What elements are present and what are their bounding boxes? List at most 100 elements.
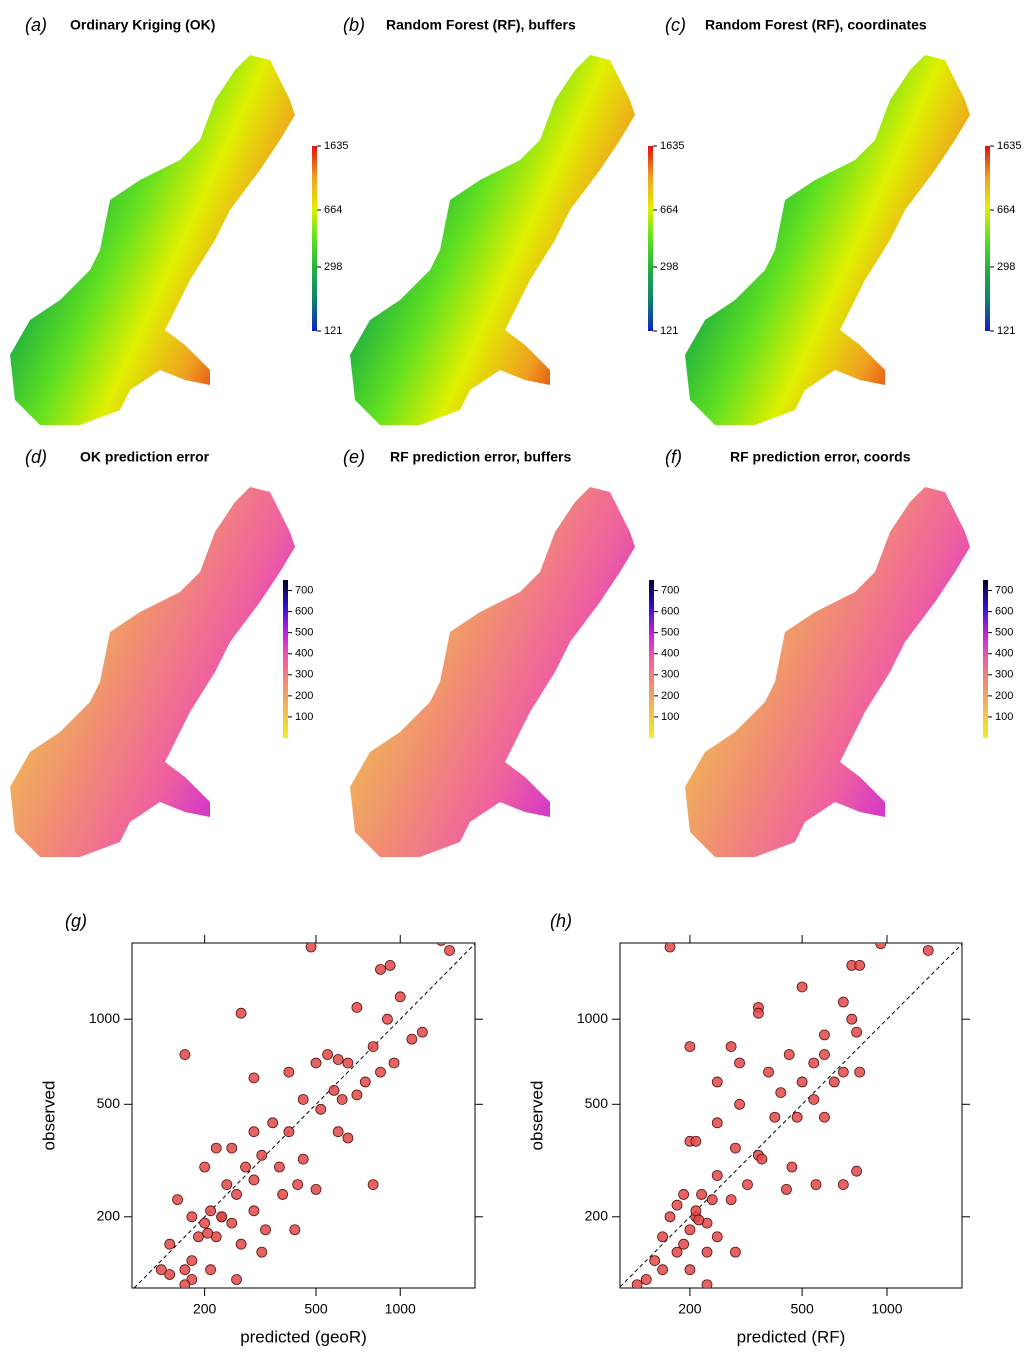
panel-title: RF prediction error, buffers bbox=[390, 449, 571, 465]
colorbar bbox=[649, 580, 654, 738]
colorbar-tick-label: 700 bbox=[295, 584, 313, 596]
point bbox=[193, 1231, 204, 1243]
point bbox=[310, 1184, 322, 1195]
point bbox=[179, 1264, 191, 1276]
panel-title: Random Forest (RF), buffers bbox=[386, 17, 576, 33]
colorbar-tick-label: 500 bbox=[995, 627, 1013, 639]
point bbox=[155, 1264, 167, 1276]
point bbox=[351, 1002, 363, 1013]
point bbox=[322, 1049, 333, 1060]
point bbox=[186, 1211, 198, 1223]
point bbox=[226, 1142, 238, 1154]
point bbox=[631, 1279, 643, 1288]
point bbox=[240, 1161, 251, 1173]
y-tick-label: 500 bbox=[585, 1095, 609, 1111]
colorbar bbox=[983, 580, 988, 738]
map-surface bbox=[10, 487, 295, 857]
colorbar-tick-label: 1635 bbox=[997, 140, 1021, 152]
point bbox=[205, 1205, 216, 1217]
panel-label: (f) bbox=[665, 447, 682, 467]
point bbox=[260, 1224, 271, 1236]
panel-title: Random Forest (RF), coordinates bbox=[705, 17, 927, 33]
y-tick-label: 200 bbox=[97, 1208, 121, 1224]
y-tick-label: 1000 bbox=[577, 1010, 608, 1026]
point bbox=[808, 1057, 820, 1069]
colorbar-tick-label: 400 bbox=[661, 648, 679, 660]
x-axis-label: predicted (RF) bbox=[737, 1327, 846, 1346]
point bbox=[164, 1238, 176, 1250]
point bbox=[791, 1111, 803, 1123]
point bbox=[221, 1179, 233, 1190]
point bbox=[684, 1041, 696, 1052]
colorbar-tick-label: 100 bbox=[661, 711, 679, 723]
point bbox=[367, 1041, 379, 1052]
point bbox=[854, 1066, 866, 1078]
y-axis-label: observed bbox=[527, 1081, 546, 1151]
map-surface bbox=[10, 55, 295, 425]
point bbox=[657, 1264, 668, 1276]
colorbar-tick-label: 700 bbox=[661, 584, 679, 596]
point bbox=[179, 1049, 191, 1060]
point bbox=[248, 1205, 260, 1217]
points bbox=[631, 943, 934, 1288]
point bbox=[875, 943, 887, 950]
point bbox=[172, 1194, 183, 1206]
colorbar-tick-label: 664 bbox=[997, 204, 1015, 216]
point bbox=[332, 1126, 344, 1138]
point bbox=[202, 1227, 214, 1239]
map-surface bbox=[685, 487, 970, 857]
colorbar-tick-label: 300 bbox=[661, 669, 679, 681]
point bbox=[248, 1126, 260, 1138]
identity-line bbox=[133, 943, 476, 1289]
point bbox=[854, 959, 866, 971]
point bbox=[210, 1142, 222, 1154]
point bbox=[315, 1103, 327, 1115]
point bbox=[734, 1057, 745, 1069]
point bbox=[310, 1057, 322, 1069]
colorbar-tick-label: 298 bbox=[324, 261, 342, 273]
identity-line bbox=[619, 943, 963, 1288]
point bbox=[837, 1179, 849, 1190]
point bbox=[837, 1066, 849, 1078]
point bbox=[297, 1153, 309, 1165]
panel-title: OK prediction error bbox=[80, 449, 210, 465]
point bbox=[763, 1066, 774, 1078]
point bbox=[231, 1189, 242, 1200]
point bbox=[846, 1013, 858, 1025]
point bbox=[231, 1274, 242, 1285]
point bbox=[328, 1084, 340, 1096]
point bbox=[444, 945, 455, 956]
y-tick-label: 200 bbox=[585, 1208, 609, 1224]
points bbox=[155, 943, 455, 1288]
colorbar-tick-label: 400 bbox=[295, 648, 313, 660]
x-axis-label: predicted (geoR) bbox=[240, 1327, 367, 1346]
point bbox=[819, 1029, 830, 1041]
colorbar-tick-label: 300 bbox=[295, 669, 313, 681]
point bbox=[725, 1041, 737, 1052]
point bbox=[796, 981, 808, 993]
point bbox=[711, 1117, 723, 1129]
point bbox=[783, 1049, 795, 1060]
map-surface bbox=[350, 487, 635, 857]
panel-title: RF prediction error, coords bbox=[730, 449, 911, 465]
point bbox=[367, 1179, 379, 1190]
colorbar-tick-label: 600 bbox=[995, 606, 1013, 618]
colorbar-tick-label: 298 bbox=[660, 261, 678, 273]
colorbar-tick-label: 298 bbox=[997, 261, 1015, 273]
colorbar-tick-label: 121 bbox=[324, 325, 342, 337]
point bbox=[394, 991, 406, 1003]
point bbox=[256, 1246, 268, 1258]
panel-title: Ordinary Kriging (OK) bbox=[70, 17, 215, 33]
colorbar-tick-label: 100 bbox=[995, 711, 1013, 723]
point bbox=[342, 1057, 354, 1069]
panel-label: (a) bbox=[25, 15, 47, 35]
point bbox=[671, 1246, 683, 1258]
panel-label: (c) bbox=[665, 15, 686, 35]
colorbar-tick-label: 1635 bbox=[660, 140, 684, 152]
point bbox=[649, 1255, 661, 1267]
panel-label: (g) bbox=[65, 911, 87, 931]
point bbox=[179, 1279, 191, 1288]
point bbox=[796, 1076, 808, 1088]
point bbox=[351, 1089, 363, 1101]
colorbar-tick-label: 400 bbox=[995, 648, 1013, 660]
